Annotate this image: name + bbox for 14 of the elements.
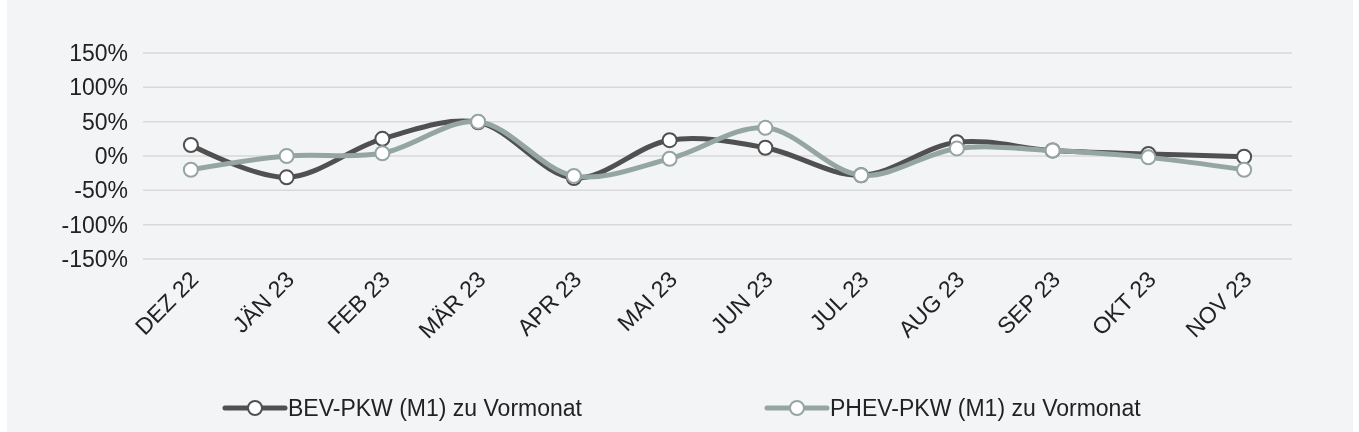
x-tick-label: SEP 23 <box>991 266 1066 340</box>
y-tick-label: -50% <box>74 177 128 204</box>
y-tick-label: 150% <box>69 40 128 67</box>
y-tick-label: -150% <box>61 246 128 273</box>
x-tick-label: JUL 23 <box>804 266 874 336</box>
legend-label: BEV-PKW (M1) zu Vormonat <box>288 395 583 422</box>
x-tick-label: MAI 23 <box>612 266 683 337</box>
x-tick-label: JÄN 23 <box>227 266 300 338</box>
y-tick-label: 0% <box>94 143 128 170</box>
legend-label: PHEV-PKW (M1) zu Vormonat <box>830 395 1142 422</box>
x-tick-label: FEB 23 <box>322 266 395 339</box>
y-tick-label: -100% <box>61 211 128 238</box>
y-tick-label: 100% <box>69 74 128 101</box>
y-tick-label: 50% <box>81 108 128 135</box>
